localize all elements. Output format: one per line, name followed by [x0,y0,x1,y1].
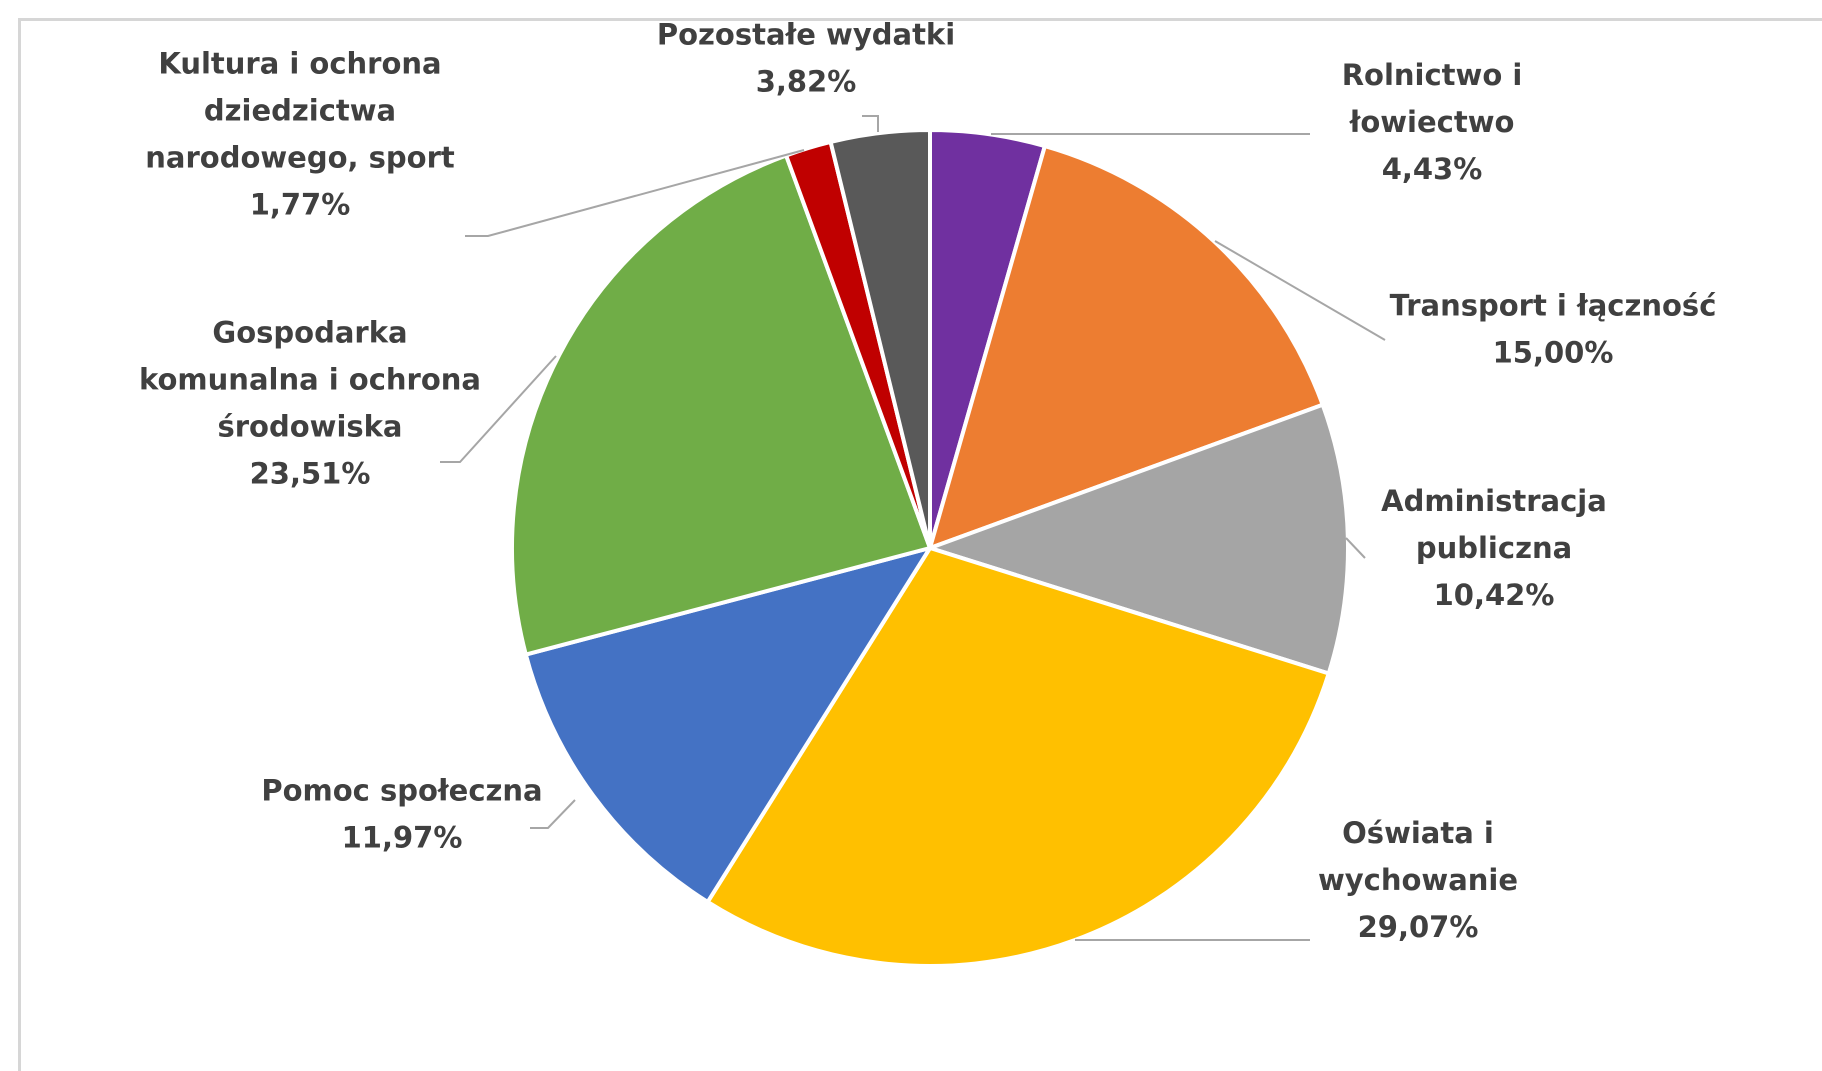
data-label-pozostale-wydatki: Pozostałe wydatki 3,82% [657,18,955,99]
data-label-transport-i-lacznosc: Transport i łączność 15,00% [1390,289,1717,370]
pie-slices [510,128,1350,968]
leader-line-gospodarka-komunalna-i-ochrona-srodowiska [440,355,557,463]
data-label-text: Gospodarka [212,316,407,350]
data-label-text: środowiska [217,410,402,444]
data-label-text: dziedzictwa [204,94,396,128]
data-label-value: 23,51% [250,457,371,491]
leader-line-administracja-publiczna [1345,537,1366,559]
data-label-text: łowiectwo [1349,105,1515,139]
data-label-value: 15,00% [1493,336,1614,370]
data-label-text: publiczna [1416,531,1572,565]
data-label-oswiata-i-wychowanie: Oświata i wychowanie 29,07% [1318,816,1518,944]
data-label-value: 3,82% [756,65,857,99]
slice-labels: Rolnictwo i łowiectwo 4,43% Transport i łąc… [139,18,1716,945]
data-label-text: wychowanie [1318,863,1518,897]
data-label-administracja-publiczna: Administracja publiczna 10,42% [1381,484,1607,612]
data-label-text: komunalna i ochrona [139,363,481,397]
leader-line-kultura-i-ochrona-dziedzictwa-narodowego-sport [465,149,805,237]
data-label-text: Pomoc społeczna [261,774,542,808]
data-label-text: narodowego, sport [145,141,455,175]
data-label-text: Oświata i [1342,816,1494,850]
data-label-value: 10,42% [1434,578,1555,612]
data-label-pomoc-spoleczna: Pomoc społeczna 11,97% [261,774,542,855]
data-label-value: 1,77% [250,188,351,222]
pie-slice-pomoc-spoleczna [523,546,932,904]
data-label-rolnictwo-i-lowiectwo: Rolnictwo i łowiectwo 4,43% [1342,58,1523,186]
data-label-kultura-i-ochrona-dziedzictwa-narodowego-sport: Kultura i ochrona dziedzictwa narodowego, … [145,47,455,222]
data-label-text: Pozostałe wydatki [657,18,955,52]
pie-slice-gospodarka-komunalna-i-ochrona-srodowiska [510,153,932,657]
data-label-value: 11,97% [342,821,463,855]
pie-slice-transport-i-lacznosc [928,144,1325,550]
data-label-text: Transport i łączność [1390,289,1717,323]
data-label-text: Rolnictwo i [1342,58,1523,92]
leader-line-transport-i-lacznosc [1214,240,1386,341]
leader-lines [440,115,1386,941]
data-label-value: 29,07% [1358,910,1479,944]
data-label-text: Administracja [1381,484,1607,518]
leader-line-pozostale-wydatki [862,115,879,132]
leader-line-pomoc-spoleczna [530,799,576,829]
pie-slice-pozostale-wydatki [828,128,932,550]
data-label-gospodarka-komunalna-i-ochrona-srodowiska: Gospodarka komunalna i ochrona środowiska 2… [139,316,481,491]
data-label-value: 4,43% [1382,152,1483,186]
data-label-text: Kultura i ochrona [158,47,441,81]
pie-slice-oswiata-i-wychowanie [705,546,1331,968]
